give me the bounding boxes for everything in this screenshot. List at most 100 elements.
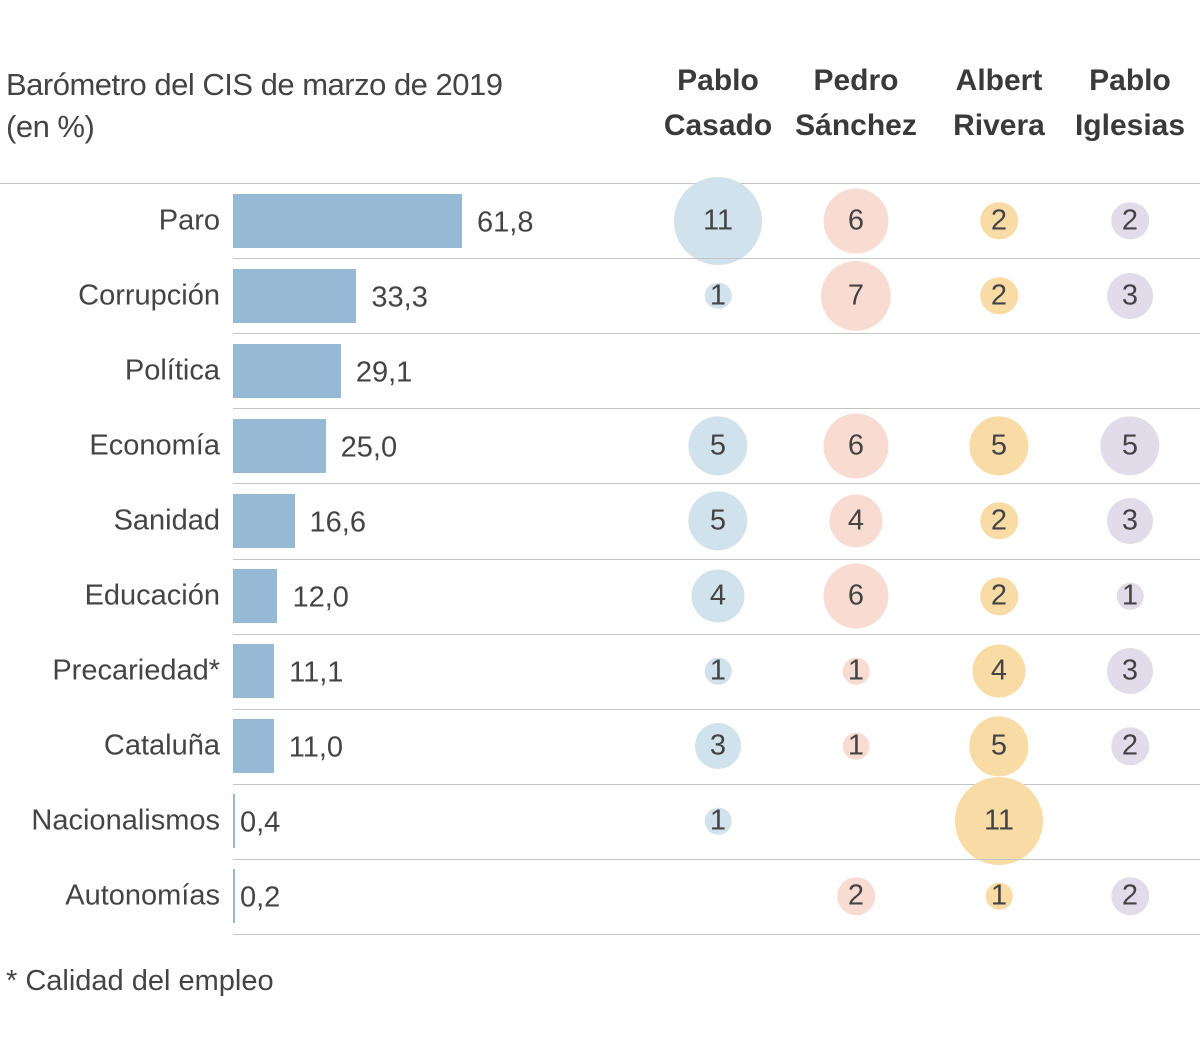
- row-divider: [233, 408, 1200, 410]
- bubble: [823, 188, 889, 254]
- bubble-value-label: 2: [990, 579, 1008, 612]
- bar-value-label: 29,1: [355, 356, 413, 389]
- row-divider: [233, 633, 1200, 635]
- bubble: [704, 808, 732, 835]
- bubble: [691, 569, 745, 623]
- column-header-line: Pablo: [677, 64, 759, 97]
- bubble: [980, 276, 1018, 315]
- bubble: [823, 563, 889, 629]
- row-divider: [233, 258, 1200, 260]
- column-header: Pedro Sánchez: [781, 58, 931, 148]
- bar: [233, 418, 326, 473]
- bubble: [820, 260, 892, 331]
- column-header: Pablo Iglesias: [1055, 58, 1200, 148]
- bubble: [1107, 497, 1153, 544]
- bubble: [955, 777, 1043, 866]
- chart-title: Barómetro del CIS de marzo de 2019 (en %…: [6, 64, 503, 148]
- row-divider: [233, 708, 1200, 710]
- bubble: [1111, 877, 1149, 916]
- bubble: [674, 176, 762, 265]
- bubble-value-label: 5: [990, 429, 1008, 462]
- bar: [233, 644, 275, 699]
- bubble-value-label: 2: [990, 504, 1008, 537]
- column-header-line: Pablo: [1089, 64, 1171, 97]
- bar: [233, 869, 235, 924]
- bubble-value-label: 1: [709, 804, 727, 837]
- bubble: [972, 644, 1026, 698]
- category-label: Educación: [84, 579, 220, 612]
- bar-value-label: 11,0: [288, 731, 344, 764]
- bubble: [688, 491, 748, 551]
- bubble: [842, 732, 870, 760]
- row-divider: [233, 558, 1200, 560]
- bubble-value-label: 4: [990, 654, 1008, 687]
- bar-value-label: 0,4: [240, 806, 281, 839]
- bubble-value-label: 4: [847, 504, 865, 537]
- bubble: [980, 502, 1018, 540]
- bar-value-label: 33,3: [371, 281, 428, 314]
- category-label: Autonomías: [65, 879, 220, 912]
- bar: [233, 569, 278, 624]
- row-divider: [233, 934, 1200, 935]
- bubble: [837, 877, 875, 916]
- bubble-value-label: 1: [990, 879, 1008, 912]
- category-label: Economía: [89, 429, 220, 462]
- bubble: [980, 577, 1018, 615]
- bubble-value-label: 4: [709, 579, 727, 612]
- bubble: [829, 494, 883, 548]
- bar: [233, 268, 357, 323]
- bubble-value-label: 1: [709, 279, 727, 312]
- bubble-value-label: 3: [1121, 279, 1139, 312]
- bubble-value-label: 5: [709, 504, 727, 537]
- bubble: [695, 723, 741, 770]
- bubble-value-label: 3: [1121, 654, 1139, 687]
- bar: [233, 719, 274, 774]
- bubble-value-label: 1: [847, 654, 865, 687]
- column-header-line: Casado: [663, 109, 773, 142]
- column-header: Pablo Casado: [643, 58, 793, 148]
- column-header-line: Albert: [955, 64, 1043, 97]
- header-divider: [0, 183, 1200, 184]
- bubble-value-label: 6: [847, 579, 865, 612]
- bar-value-label: 0,2: [240, 881, 281, 914]
- column-header-line: Rivera: [953, 109, 1045, 142]
- bubble: [980, 201, 1018, 240]
- bubble-value-label: 5: [990, 729, 1008, 762]
- category-label: Nacionalismos: [31, 804, 220, 837]
- bubble: [969, 716, 1029, 776]
- bubble-value-label: 3: [1121, 504, 1139, 537]
- bubble-value-label: 6: [847, 429, 865, 462]
- bubble-value-label: 2: [990, 204, 1008, 237]
- bar: [233, 193, 462, 248]
- bubble-value-label: 11: [983, 804, 1015, 837]
- bubble-value-label: 5: [1121, 429, 1139, 462]
- chart-title-line: Barómetro del CIS de marzo de 2019: [6, 67, 503, 102]
- bar-value-label: 16,6: [309, 506, 366, 539]
- bubble-value-label: 3: [709, 729, 727, 762]
- bar-value-label: 61,8: [477, 206, 534, 239]
- bubble: [1111, 727, 1149, 766]
- row-divider: [233, 858, 1200, 860]
- bubble: [1107, 272, 1153, 319]
- column-header: Albert Rivera: [924, 58, 1074, 148]
- column-header-line: Pedro: [813, 64, 899, 97]
- bubble-value-label: 7: [847, 279, 865, 312]
- chart-subtitle: (en %): [6, 109, 95, 144]
- footnote: * Calidad del empleo: [6, 965, 274, 997]
- category-label: Precariedad*: [52, 654, 220, 687]
- bubble: [1100, 416, 1160, 476]
- row-divider: [233, 783, 1200, 785]
- bubble: [1116, 582, 1144, 610]
- bubble-value-label: 2: [1121, 879, 1139, 912]
- bubble-value-label: 1: [709, 654, 727, 687]
- bar-value-label: 25,0: [340, 431, 398, 464]
- category-label: Corrupción: [78, 279, 220, 312]
- bubble: [688, 416, 748, 476]
- bubble: [704, 657, 732, 685]
- bubble-value-label: 2: [847, 879, 865, 912]
- bar: [233, 493, 295, 548]
- column-header-line: Sánchez: [795, 109, 917, 142]
- bubble-value-label: 1: [847, 729, 865, 762]
- row-divider: [233, 333, 1200, 335]
- bubble-value-label: 2: [990, 279, 1008, 312]
